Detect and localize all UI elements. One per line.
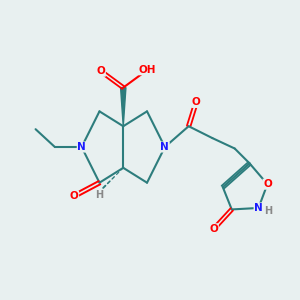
Text: O: O [263, 179, 272, 189]
Text: O: O [192, 98, 200, 107]
Text: OH: OH [138, 65, 156, 75]
Text: N: N [77, 142, 86, 152]
Text: H: H [264, 206, 272, 216]
Text: O: O [209, 224, 218, 234]
Text: O: O [70, 191, 79, 201]
Polygon shape [121, 88, 126, 126]
Text: N: N [254, 203, 263, 213]
Text: O: O [97, 66, 105, 76]
Text: H: H [95, 190, 104, 200]
Text: N: N [160, 142, 169, 152]
